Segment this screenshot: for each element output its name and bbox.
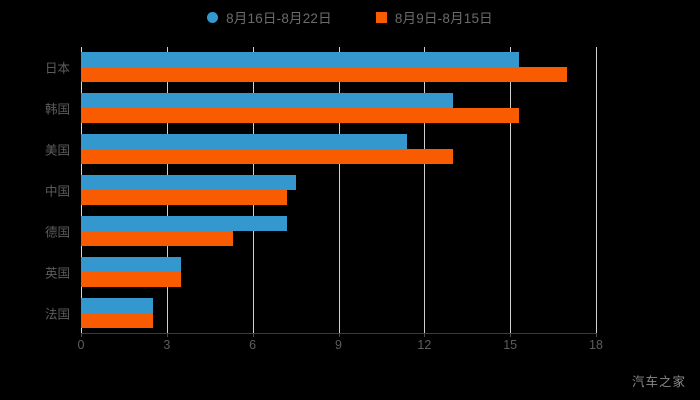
gridline [338,47,340,333]
bar [81,52,519,68]
bar [81,108,519,124]
x-axis-tick-label: 3 [163,338,171,352]
y-axis-category-label: 英国 [44,266,70,281]
bar [81,297,153,313]
legend-item[interactable]: 8月9日-8月15日 [375,7,493,27]
x-axis-tick-label: 12 [417,338,432,352]
bar [81,67,568,83]
watermark: 汽车之家 [631,375,686,389]
x-axis-tick-label: 6 [249,338,257,352]
x-axis-tick-label: 0 [77,338,85,352]
y-axis-category-label: 美国 [44,143,70,158]
x-axis-tick [338,333,340,337]
x-axis-tick [252,333,254,337]
bar [81,230,233,246]
y-axis-category-label: 日本 [44,61,70,76]
bar [81,190,287,205]
bar [81,312,153,328]
gridline [596,47,597,333]
bar [81,134,408,150]
bar [81,93,453,109]
bar [81,256,182,272]
bar [81,271,182,287]
plot-area [81,47,597,333]
gridline [424,47,426,333]
gridline [510,47,512,333]
y-axis-category-label: 德国 [44,225,70,240]
x-axis-tick [81,333,82,337]
x-axis-tick [596,333,597,337]
chart-legend: 8月16日-8月22日 8月9日-8月15日 [0,0,700,34]
bar [81,175,296,190]
y-axis-category-label: 法国 [44,307,70,322]
x-axis-tick [166,333,168,337]
legend-marker-square-icon [375,11,387,23]
x-axis-tick-label: 18 [589,338,603,352]
bar [81,149,453,165]
legend-label: 8月16日-8月22日 [226,11,332,26]
legend-marker-circle-icon [207,11,219,23]
x-axis-tick [424,333,426,337]
bar [81,215,287,231]
x-axis-tick [510,333,512,337]
y-axis-category-label: 韩国 [44,102,70,117]
legend-label: 8月9日-8月15日 [394,11,493,26]
y-axis-category-label: 中国 [44,184,70,199]
x-axis-tick-label: 9 [335,338,342,352]
legend-item[interactable]: 8月16日-8月22日 [207,7,332,27]
x-axis-tick-label: 15 [503,338,518,352]
